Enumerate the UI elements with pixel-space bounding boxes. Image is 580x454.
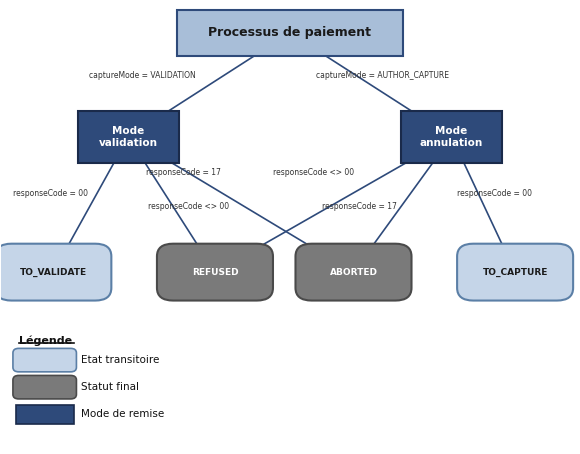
FancyBboxPatch shape (401, 111, 502, 163)
Text: responseCode = 00: responseCode = 00 (13, 189, 88, 197)
FancyBboxPatch shape (16, 405, 74, 424)
Text: ABORTED: ABORTED (329, 267, 378, 276)
Text: Mode de remise: Mode de remise (81, 409, 164, 419)
FancyBboxPatch shape (295, 244, 411, 301)
Text: Mode
annulation: Mode annulation (420, 126, 483, 148)
Text: captureMode = VALIDATION: captureMode = VALIDATION (89, 71, 196, 80)
Text: responseCode = 17: responseCode = 17 (146, 168, 220, 178)
Text: responseCode = 17: responseCode = 17 (322, 202, 397, 211)
Text: responseCode <> 00: responseCode <> 00 (148, 202, 230, 211)
Text: captureMode = AUTHOR_CAPTURE: captureMode = AUTHOR_CAPTURE (316, 71, 449, 80)
FancyBboxPatch shape (13, 375, 77, 399)
Text: Processus de paiement: Processus de paiement (208, 26, 372, 39)
Text: responseCode = 00: responseCode = 00 (458, 189, 532, 197)
Text: TO_CAPTURE: TO_CAPTURE (483, 267, 548, 276)
FancyBboxPatch shape (0, 244, 111, 301)
FancyBboxPatch shape (457, 244, 573, 301)
Text: REFUSED: REFUSED (191, 267, 238, 276)
FancyBboxPatch shape (157, 244, 273, 301)
FancyBboxPatch shape (13, 348, 77, 372)
FancyBboxPatch shape (78, 111, 179, 163)
Text: responseCode <> 00: responseCode <> 00 (273, 168, 354, 178)
Text: Mode
validation: Mode validation (99, 126, 158, 148)
Text: Statut final: Statut final (81, 382, 139, 392)
FancyBboxPatch shape (177, 10, 403, 55)
Text: TO_VALIDATE: TO_VALIDATE (20, 267, 87, 276)
Text: Etat transitoire: Etat transitoire (81, 355, 160, 365)
Text: Légende: Légende (19, 336, 72, 346)
